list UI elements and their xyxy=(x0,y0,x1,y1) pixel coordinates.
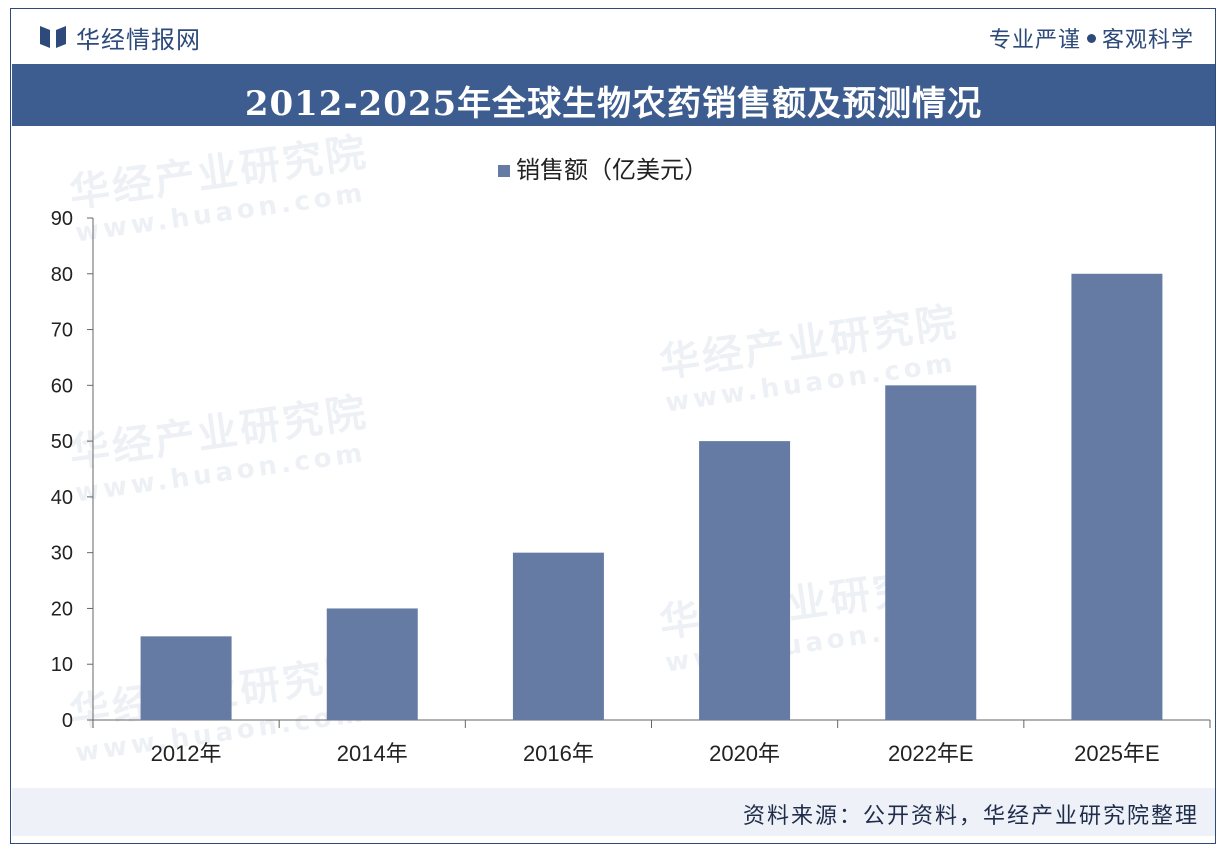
bar xyxy=(140,636,232,720)
y-tick-label: 60 xyxy=(51,375,73,397)
bar xyxy=(512,552,604,720)
legend-label: 销售额（亿美元） xyxy=(516,157,708,184)
source-note: 资料来源：公开资料，华经产业研究院整理 xyxy=(742,804,1199,829)
chart-title: 2012-2025年全球生物农药销售额及预测情况 xyxy=(244,84,983,124)
y-tick-label: 90 xyxy=(51,208,73,230)
x-tick-label: 2012年 xyxy=(151,741,222,766)
bullet-dot-icon xyxy=(1086,33,1096,43)
bar xyxy=(1071,273,1163,720)
y-tick-label: 40 xyxy=(51,487,73,509)
bar xyxy=(699,441,791,720)
huajing-logo-icon xyxy=(40,26,66,48)
x-tick-label: 2022年E xyxy=(888,741,974,766)
y-tick-label: 50 xyxy=(51,431,73,453)
y-tick-label: 0 xyxy=(62,710,73,732)
top-bar: 华经情报网 专业严谨 客观科学 xyxy=(10,10,1216,60)
bar xyxy=(326,608,418,720)
y-tick-label: 80 xyxy=(51,264,73,286)
y-tick-label: 70 xyxy=(51,320,73,342)
legend-swatch xyxy=(498,165,510,177)
y-tick-label: 10 xyxy=(51,654,73,676)
slogan-right: 客观科学 xyxy=(1101,28,1194,53)
bar xyxy=(885,385,977,720)
slogan: 专业严谨 客观科学 xyxy=(989,22,1194,54)
x-tick-label: 2020年 xyxy=(709,741,780,766)
footer: 资料来源：公开资料，华经产业研究院整理 xyxy=(12,788,1215,836)
y-tick-label: 20 xyxy=(51,598,73,620)
x-tick-label: 2016年 xyxy=(523,741,594,766)
title-band: 2012-2025年全球生物农药销售额及预测情况 xyxy=(12,64,1215,126)
x-tick-label: 2025年E xyxy=(1074,741,1160,766)
y-tick-label: 30 xyxy=(51,543,73,565)
x-tick-label: 2014年 xyxy=(337,741,408,766)
slogan-left: 专业严谨 xyxy=(988,28,1081,53)
brand-name: 华经情报网 xyxy=(76,26,201,54)
